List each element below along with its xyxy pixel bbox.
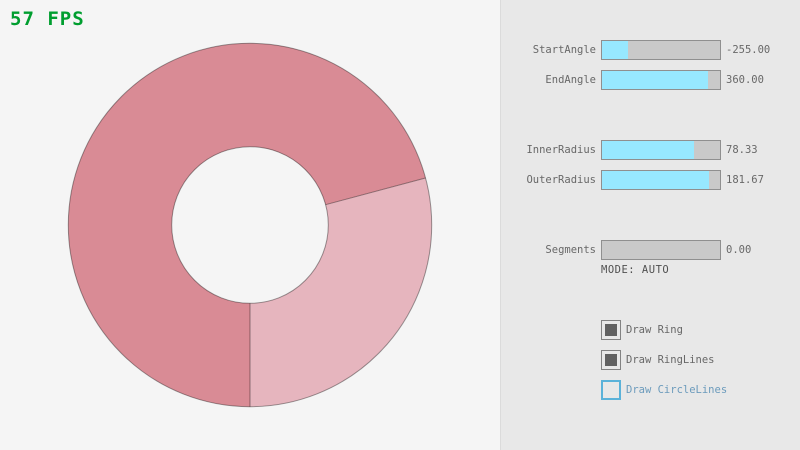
slider-row-outerradius: OuterRadius 181.67 — [501, 170, 800, 190]
slider-label: OuterRadius — [526, 174, 596, 186]
checkbox-row-draw-ring: Draw Ring — [601, 320, 800, 340]
slider-endangle[interactable] — [601, 70, 721, 90]
ring-outline-inner — [171, 146, 329, 304]
slider-row-startangle: StartAngle -255.00 — [501, 40, 800, 60]
slider-value: 181.67 — [726, 174, 764, 186]
slider-row-segments: Segments 0.00 — [501, 240, 800, 260]
ring-outline-outer — [67, 42, 433, 408]
slider-startangle[interactable] — [601, 40, 721, 60]
checkbox-draw-ringlines[interactable] — [601, 350, 621, 370]
checkbox-row-draw-circlelines: Draw CircleLines — [601, 380, 800, 400]
slider-value: 0.00 — [726, 244, 752, 256]
slider-value: 78.33 — [726, 144, 758, 156]
mode-label: MODE: AUTO — [601, 264, 670, 276]
checkmark — [605, 324, 617, 336]
slider-fill — [602, 141, 695, 159]
slider-row-endangle: EndAngle 360.00 — [501, 70, 800, 90]
ring-segment-dark — [68, 43, 426, 407]
slider-value: -255.00 — [726, 44, 771, 56]
ring-line-start — [325, 177, 426, 206]
control-panel: StartAngle -255.00 EndAngle 360.00 Inner… — [500, 0, 800, 450]
slider-value: 360.00 — [726, 74, 764, 86]
slider-fill — [602, 171, 710, 189]
fps-counter: 57 FPS — [10, 8, 85, 30]
ring-segment-light — [250, 178, 432, 407]
checkbox-label: Draw CircleLines — [626, 384, 728, 396]
slider-label: InnerRadius — [526, 144, 596, 156]
checkmark — [605, 354, 617, 366]
slider-fill — [602, 41, 628, 59]
slider-outerradius[interactable] — [601, 170, 721, 190]
slider-label: EndAngle — [545, 74, 596, 86]
slider-row-innerradius: InnerRadius 78.33 — [501, 140, 800, 160]
ring-chart — [67, 42, 433, 408]
slider-segments[interactable] — [601, 240, 721, 260]
checkbox-draw-circlelines[interactable] — [601, 380, 621, 400]
checkbox-label: Draw RingLines — [626, 354, 715, 366]
slider-innerradius[interactable] — [601, 140, 721, 160]
slider-fill — [602, 71, 709, 89]
checkbox-draw-ring[interactable] — [601, 320, 621, 340]
checkbox-row-draw-ringlines: Draw RingLines — [601, 350, 800, 370]
slider-label: StartAngle — [532, 44, 596, 56]
slider-label: Segments — [545, 244, 596, 256]
checkbox-label: Draw Ring — [626, 324, 683, 336]
